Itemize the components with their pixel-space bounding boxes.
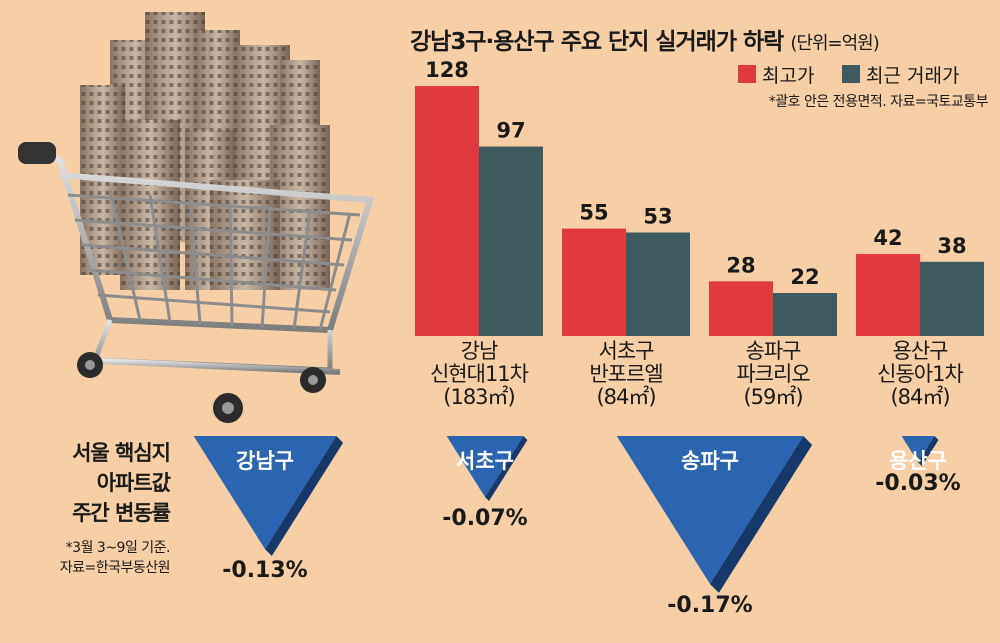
district-label-3: 용산구 bbox=[889, 449, 947, 473]
category-label-3: 용산구 신동아1차 (84㎡) bbox=[856, 340, 984, 409]
triangle-shadow-2 bbox=[710, 436, 813, 593]
category-label-line: 송파구 bbox=[745, 339, 802, 363]
weekly-title-line: 아파트값 bbox=[96, 471, 171, 495]
category-label-line: 반포르엘 bbox=[589, 362, 663, 386]
cart-wheels bbox=[77, 352, 326, 423]
weekly-title-line: 서울 핵심지 bbox=[72, 441, 171, 465]
category-label-line: (84㎡) bbox=[890, 385, 950, 409]
chart-unit: (단위=억원) bbox=[790, 33, 879, 54]
change-value-label-2: -0.17% bbox=[667, 593, 752, 618]
chart-title-text: 강남3구·용산구 주요 단지 실거래가 하락 bbox=[410, 29, 784, 55]
cart-handle bbox=[18, 142, 56, 164]
bar-value-label: 42 bbox=[873, 226, 902, 250]
legend-swatch-recent bbox=[842, 65, 860, 83]
category-label-line: 신동아1차 bbox=[877, 362, 964, 386]
legend-swatch-peak bbox=[738, 65, 756, 83]
category-label-line: (84㎡) bbox=[596, 385, 656, 409]
bar-value-label: 128 bbox=[425, 58, 469, 82]
bar-value-label: 38 bbox=[937, 234, 966, 258]
legend-item-peak: 최고가 bbox=[738, 62, 815, 87]
category-label-line: 강남 bbox=[460, 339, 499, 363]
bar-peak-0 bbox=[415, 86, 479, 336]
bar-recent-2 bbox=[773, 293, 837, 336]
weekly-change-note: *3월 3~9일 기준. 자료=한국부동산원 bbox=[20, 538, 171, 578]
change-value-label-3: -0.03% bbox=[875, 471, 960, 496]
legend-label-recent: 최근 거래가 bbox=[866, 64, 960, 87]
source-note: *괄호 안은 전용면적. 자료=국토교통부 bbox=[768, 94, 989, 110]
triangle-1 bbox=[446, 436, 524, 497]
weekly-change-title: 서울 핵심지 아파트값 주간 변동률 bbox=[40, 438, 171, 528]
category-label-line: 용산구 bbox=[892, 339, 949, 363]
category-label-line: 파크리오 bbox=[736, 362, 810, 386]
category-label-line: (183㎡) bbox=[443, 385, 515, 409]
bar-value-label: 28 bbox=[726, 253, 755, 277]
district-label-1: 서초구 bbox=[456, 449, 514, 473]
triangle-shadow-3 bbox=[918, 436, 939, 467]
change-value-label-1: -0.07% bbox=[442, 506, 527, 531]
bar-value-label: 53 bbox=[643, 204, 672, 228]
bar-peak-1 bbox=[562, 228, 626, 336]
legend-label-peak: 최고가 bbox=[762, 64, 815, 87]
bar-value-label: 55 bbox=[579, 201, 608, 225]
bar-peak-3 bbox=[856, 253, 920, 336]
bar-peak-2 bbox=[709, 281, 773, 336]
category-label-1: 서초구 반포르엘 (84㎡) bbox=[562, 340, 690, 409]
bar-recent-0 bbox=[479, 146, 543, 336]
district-label-0: 강남구 bbox=[236, 449, 294, 473]
category-label-line: 서초구 bbox=[598, 339, 655, 363]
triangle-0 bbox=[193, 436, 337, 550]
triangle-shadow-1 bbox=[485, 436, 528, 501]
cart-illustration bbox=[18, 12, 374, 423]
category-label-0: 강남 신현대11차 (183㎡) bbox=[415, 340, 543, 409]
category-label-line: (59㎡) bbox=[743, 385, 803, 409]
triangle-2 bbox=[616, 436, 804, 584]
chart-title: 강남3구·용산구 주요 단지 실거래가 하락 (단위=억원) bbox=[410, 22, 880, 56]
bar-value-label: 97 bbox=[496, 119, 525, 143]
bar-value-label: 22 bbox=[790, 265, 819, 289]
price-bar-chart: 128 97 55 53 28 22 42 38 bbox=[415, 58, 984, 336]
triangle-shadow-0 bbox=[265, 436, 344, 556]
district-label-2: 송파구 bbox=[681, 449, 739, 473]
weekly-title-line: 주간 변동률 bbox=[72, 501, 171, 525]
triangle-3 bbox=[901, 436, 935, 463]
category-label-2: 송파구 파크리오 (59㎡) bbox=[709, 340, 837, 409]
legend-item-recent: 최근 거래가 bbox=[842, 62, 960, 87]
change-value-label-0: -0.13% bbox=[222, 558, 307, 583]
bar-recent-3 bbox=[920, 261, 984, 336]
bar-recent-1 bbox=[626, 232, 690, 336]
weekly-note-line: *3월 3~9일 기준. bbox=[65, 540, 171, 556]
weekly-note-line: 자료=한국부동산원 bbox=[59, 560, 171, 576]
category-label-line: 신현대11차 bbox=[429, 362, 529, 386]
